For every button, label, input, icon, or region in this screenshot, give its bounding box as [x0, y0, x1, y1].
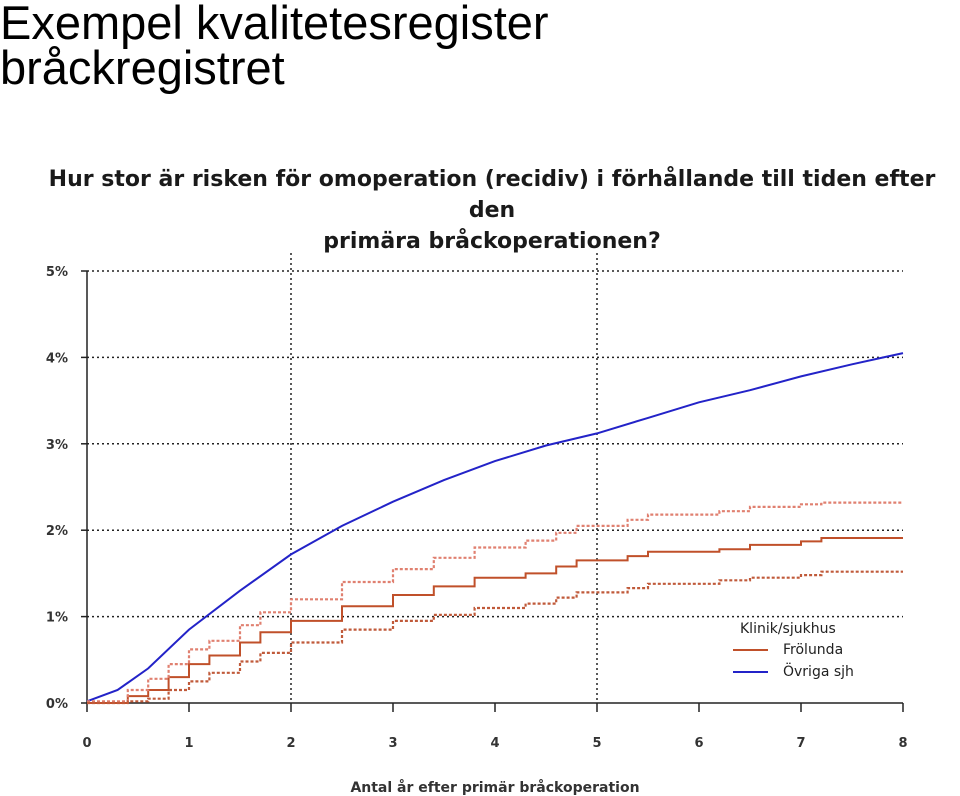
- y-tick-label: 4%: [46, 351, 68, 366]
- y-tick-label: 2%: [46, 524, 68, 539]
- x-tick-label: 7: [796, 736, 805, 751]
- series-line-övriga-sjh: [86, 352, 904, 703]
- chart-tick-labels: 0% 1% 2% 3% 4% 5% 0 1 2 3 4 5 6 7 8: [46, 265, 908, 751]
- x-tick-label: 2: [286, 736, 295, 751]
- legend-label: Övriga sjh: [783, 662, 854, 680]
- y-tick-label: 0%: [46, 697, 68, 712]
- confidence-band-line-3: [87, 570, 903, 705]
- slide-title: Exempel kvalitetesregister bråckregistre…: [0, 0, 549, 94]
- confidence-band-line-2: [87, 501, 903, 703]
- x-tick-label: 0: [82, 736, 91, 751]
- x-tick-label: 3: [388, 736, 397, 751]
- chart-axes: [81, 270, 904, 712]
- chart-title: Hur stor är risken för omoperation (reci…: [48, 167, 936, 254]
- x-tick-label: 6: [694, 736, 703, 751]
- y-tick-label: 3%: [46, 438, 68, 453]
- x-axis-label: Antal år efter primär bråckoperation: [350, 779, 639, 796]
- chart-legend: Klinik/sjukhus Frölunda Övriga sjh: [733, 621, 854, 680]
- x-tick-label: 1: [184, 736, 193, 751]
- x-tick-label: 5: [592, 736, 601, 751]
- x-tick-label: 8: [898, 736, 907, 751]
- legend-label: Frölunda: [783, 642, 843, 658]
- y-tick-label: 1%: [46, 611, 68, 626]
- chart-series: [86, 352, 904, 705]
- legend-title: Klinik/sjukhus: [740, 621, 836, 637]
- x-tick-label: 4: [490, 736, 499, 751]
- y-tick-label: 5%: [46, 265, 68, 280]
- series-line-frölunda: [87, 537, 903, 704]
